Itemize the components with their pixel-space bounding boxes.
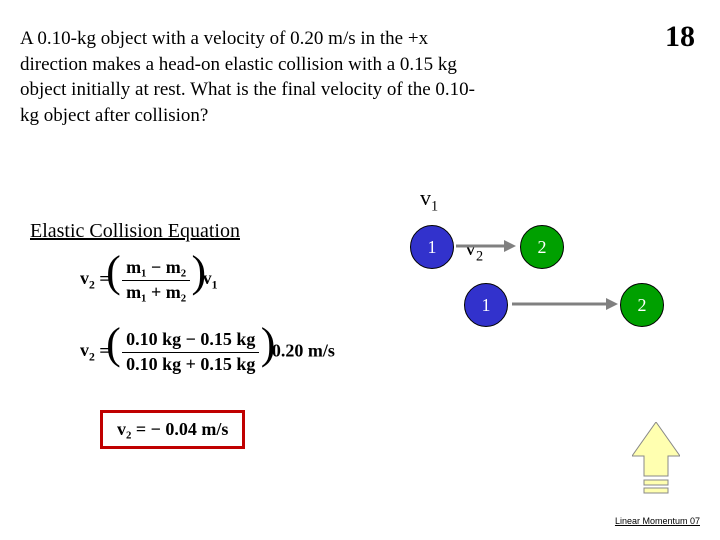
ball-2-after: 2 <box>620 283 664 327</box>
footer-link[interactable]: Linear Momentum 07 <box>615 516 700 526</box>
equation-1: v2 = m₁ − m₂ m₁ + m₂ v1 <box>80 258 218 303</box>
eq2-lhs: v2 <box>80 340 95 360</box>
equation-title: Elastic Collision Equation <box>30 220 240 243</box>
problem-text: A 0.10-kg object with a velocity of 0.20… <box>20 26 490 129</box>
answer-box: v₂ = − 0.04 m/s <box>100 410 245 449</box>
slide-number: 18 <box>665 20 695 54</box>
velocity-arrow-1 <box>454 232 516 262</box>
eq1-fraction: m₁ − m₂ m₁ + m₂ <box>122 258 190 303</box>
eq2-rhs: 0.20 m/s <box>272 340 335 360</box>
velocity-arrow-2 <box>510 290 620 320</box>
eq2-paren: 0.10 kg − 0.15 kg 0.10 kg + 0.15 kg <box>114 330 267 375</box>
ball-2-before: 2 <box>520 225 564 269</box>
eq1-lhs: v2 <box>80 268 95 288</box>
eq1-paren: m₁ − m₂ m₁ + m₂ <box>114 258 198 303</box>
up-arrow-icon[interactable] <box>632 422 680 502</box>
v1-label: v1 <box>420 185 438 215</box>
ball-1-before: 1 <box>410 225 454 269</box>
equation-2: v2 = 0.10 kg − 0.15 kg 0.10 kg + 0.15 kg… <box>80 330 335 375</box>
ball-1-after: 1 <box>464 283 508 327</box>
equation-answer: v₂ = − 0.04 m/s <box>100 410 245 449</box>
eq2-fraction: 0.10 kg − 0.15 kg 0.10 kg + 0.15 kg <box>122 330 259 375</box>
